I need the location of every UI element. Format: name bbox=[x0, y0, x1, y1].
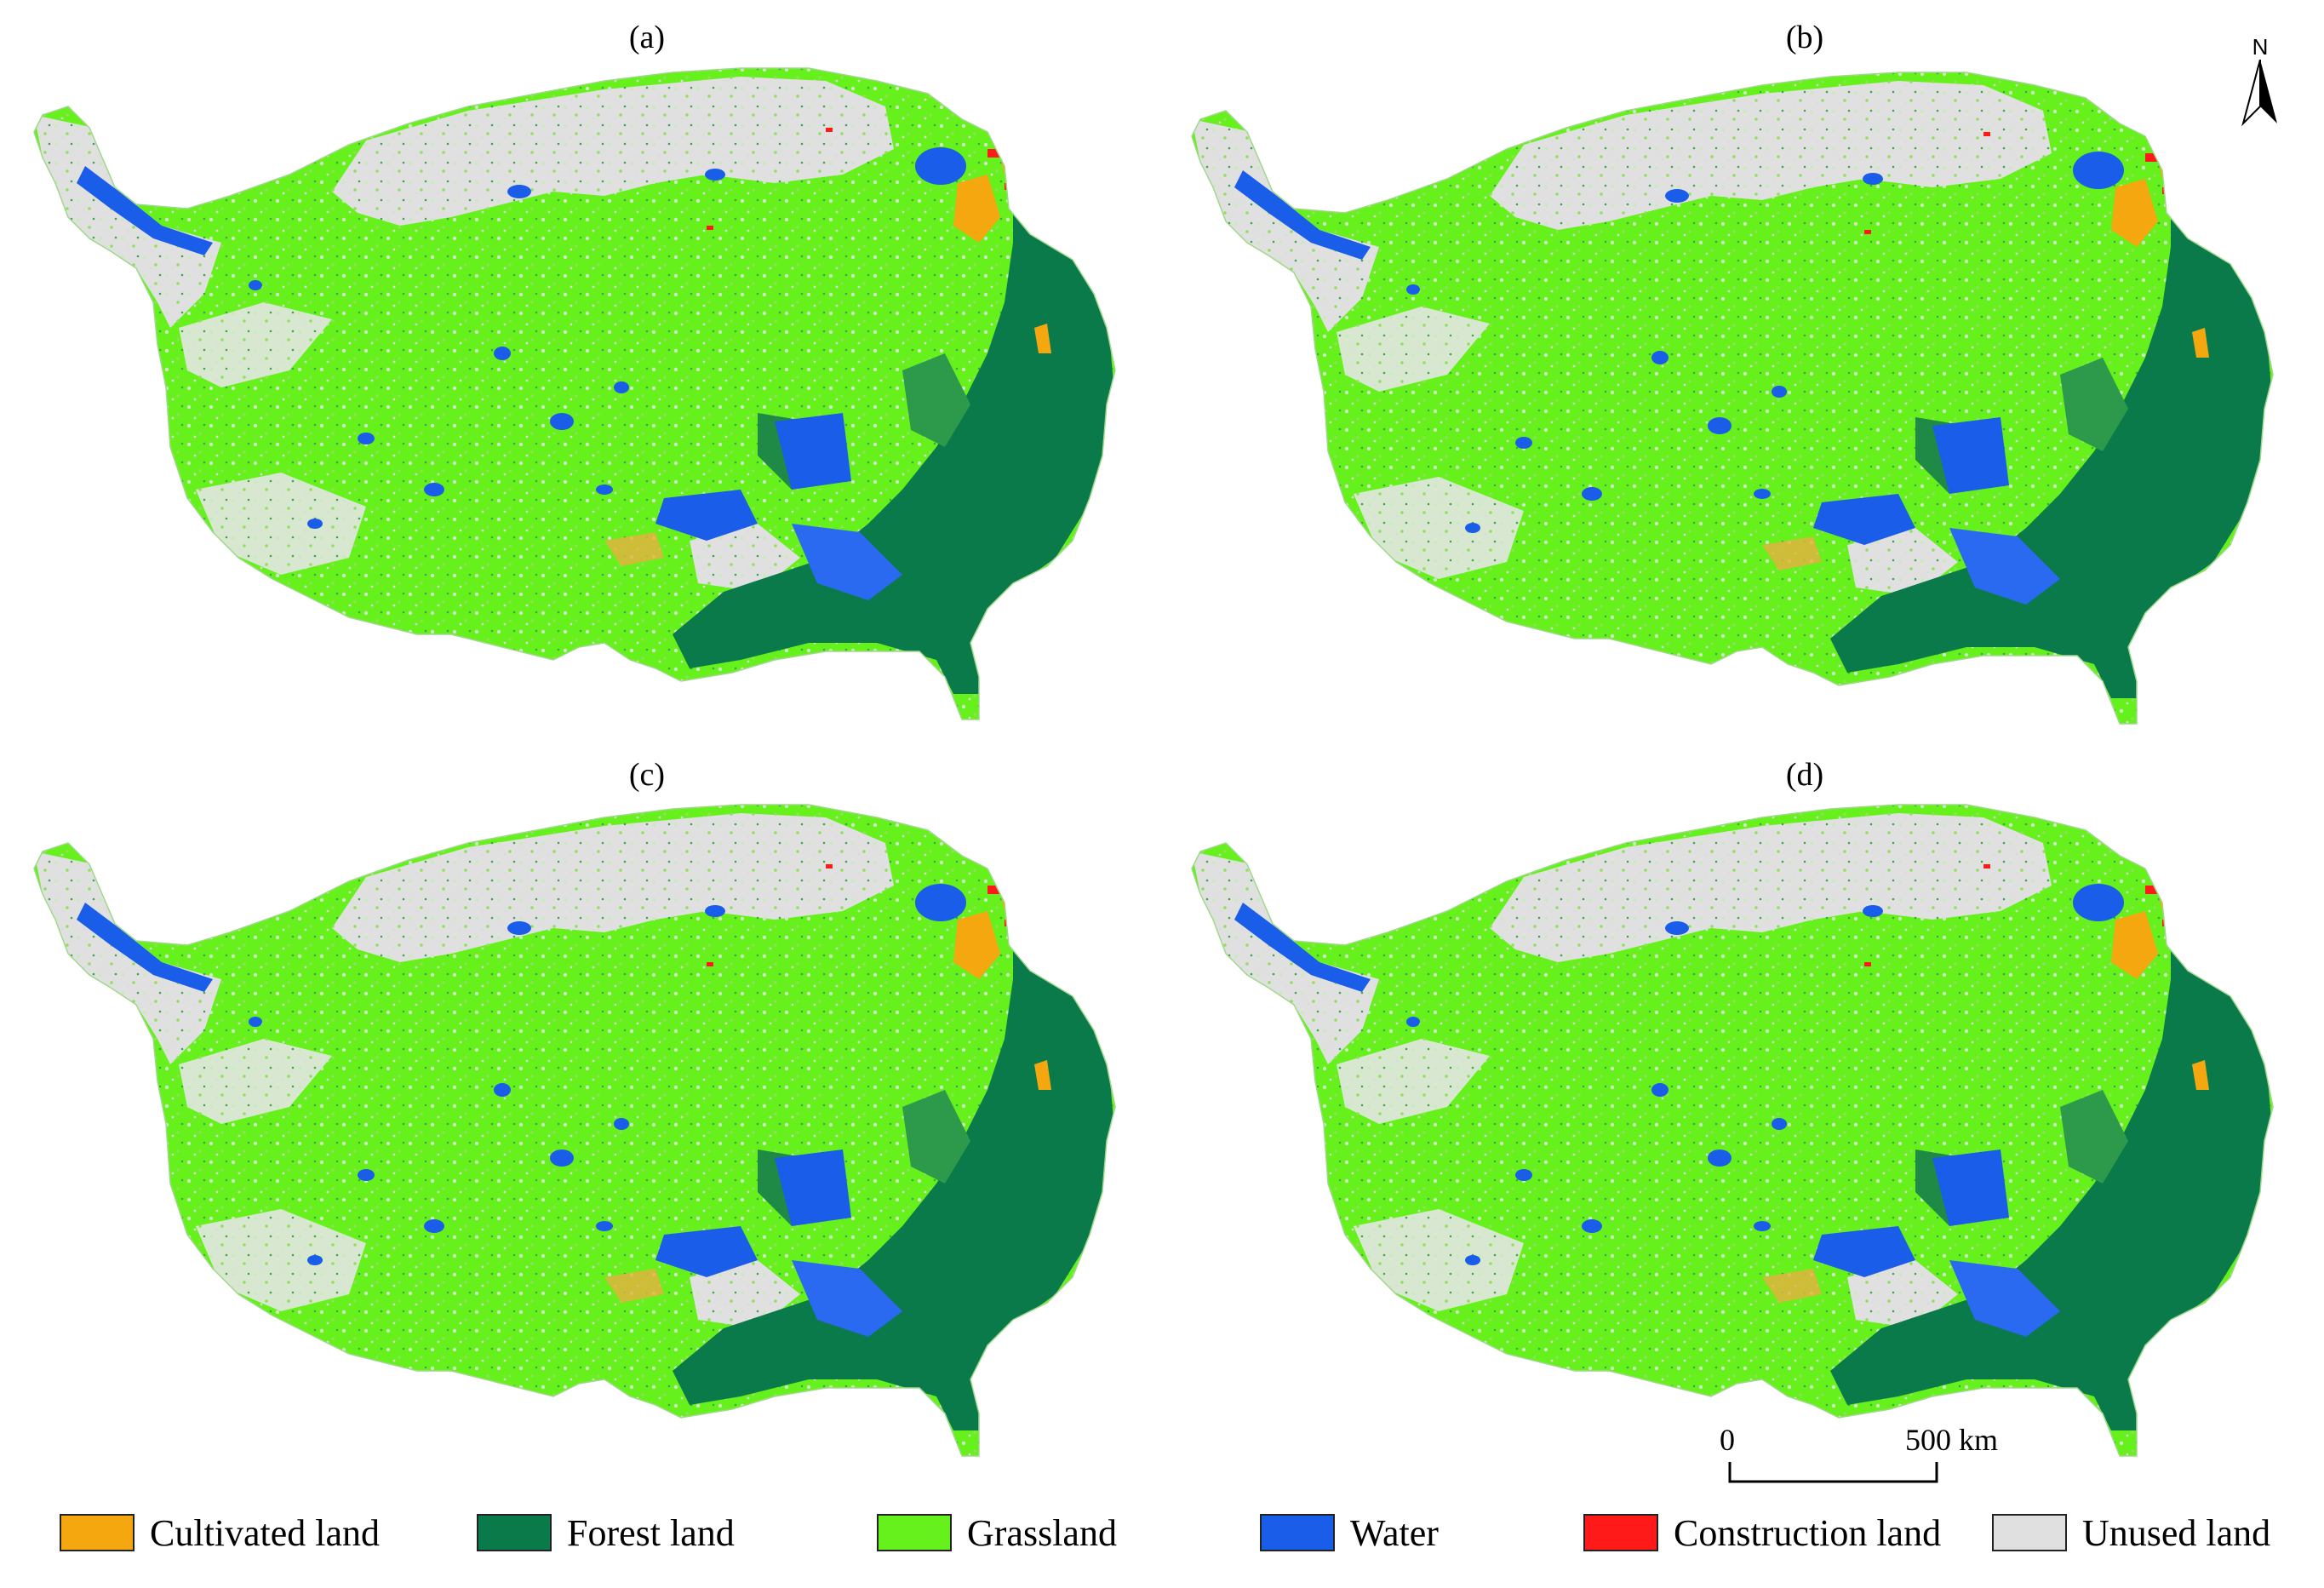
land-use-map-c bbox=[9, 783, 1132, 1482]
panel-label-a: (a) bbox=[628, 20, 666, 55]
legend-label-unused-land: Unused land bbox=[2082, 1511, 2271, 1554]
legend-item-unused-land: Unused land bbox=[1992, 1507, 2270, 1558]
legend-swatch-forest-land bbox=[477, 1514, 552, 1551]
panel-label-c: (c) bbox=[628, 757, 666, 793]
north-letter: N bbox=[2252, 34, 2269, 60]
scale-bar: 0 500 km bbox=[1720, 1422, 1998, 1490]
legend-item-forest-land: Forest land bbox=[477, 1507, 735, 1558]
legend-label-water: Water bbox=[1350, 1511, 1439, 1554]
legend-item-cultivated-land: Cultivated land bbox=[60, 1507, 380, 1558]
legend-swatch-construction-land bbox=[1583, 1514, 1658, 1551]
land-use-map-b bbox=[1166, 51, 2290, 749]
legend-swatch-water bbox=[1260, 1514, 1335, 1551]
legend-label-construction-land: Construction land bbox=[1674, 1511, 1942, 1554]
land-use-map-d bbox=[1166, 783, 2290, 1482]
land-use-map-a bbox=[9, 47, 1132, 745]
panel-label-d: (d) bbox=[1785, 757, 1824, 793]
scale-end-label: 500 km bbox=[1905, 1423, 1999, 1457]
legend-swatch-grassland bbox=[877, 1514, 952, 1551]
north-arrow: N bbox=[2239, 34, 2281, 136]
legend-item-construction-land: Construction land bbox=[1583, 1507, 1941, 1558]
legend-label-forest-land: Forest land bbox=[567, 1511, 735, 1554]
legend-label-grassland: Grassland bbox=[967, 1511, 1117, 1554]
legend-swatch-cultivated-land bbox=[60, 1514, 135, 1551]
north-arrow-icon bbox=[2241, 60, 2277, 127]
legend-item-grassland: Grassland bbox=[877, 1507, 1117, 1558]
legend: Cultivated land Forest land Grassland Wa… bbox=[60, 1507, 2307, 1567]
legend-swatch-unused-land bbox=[1992, 1514, 2067, 1551]
scale-bar-line bbox=[1728, 1462, 1938, 1483]
scale-start-label: 0 bbox=[1720, 1423, 1735, 1457]
legend-item-water: Water bbox=[1260, 1507, 1439, 1558]
legend-label-cultivated-land: Cultivated land bbox=[150, 1511, 381, 1554]
panel-label-b: (b) bbox=[1785, 20, 1824, 55]
